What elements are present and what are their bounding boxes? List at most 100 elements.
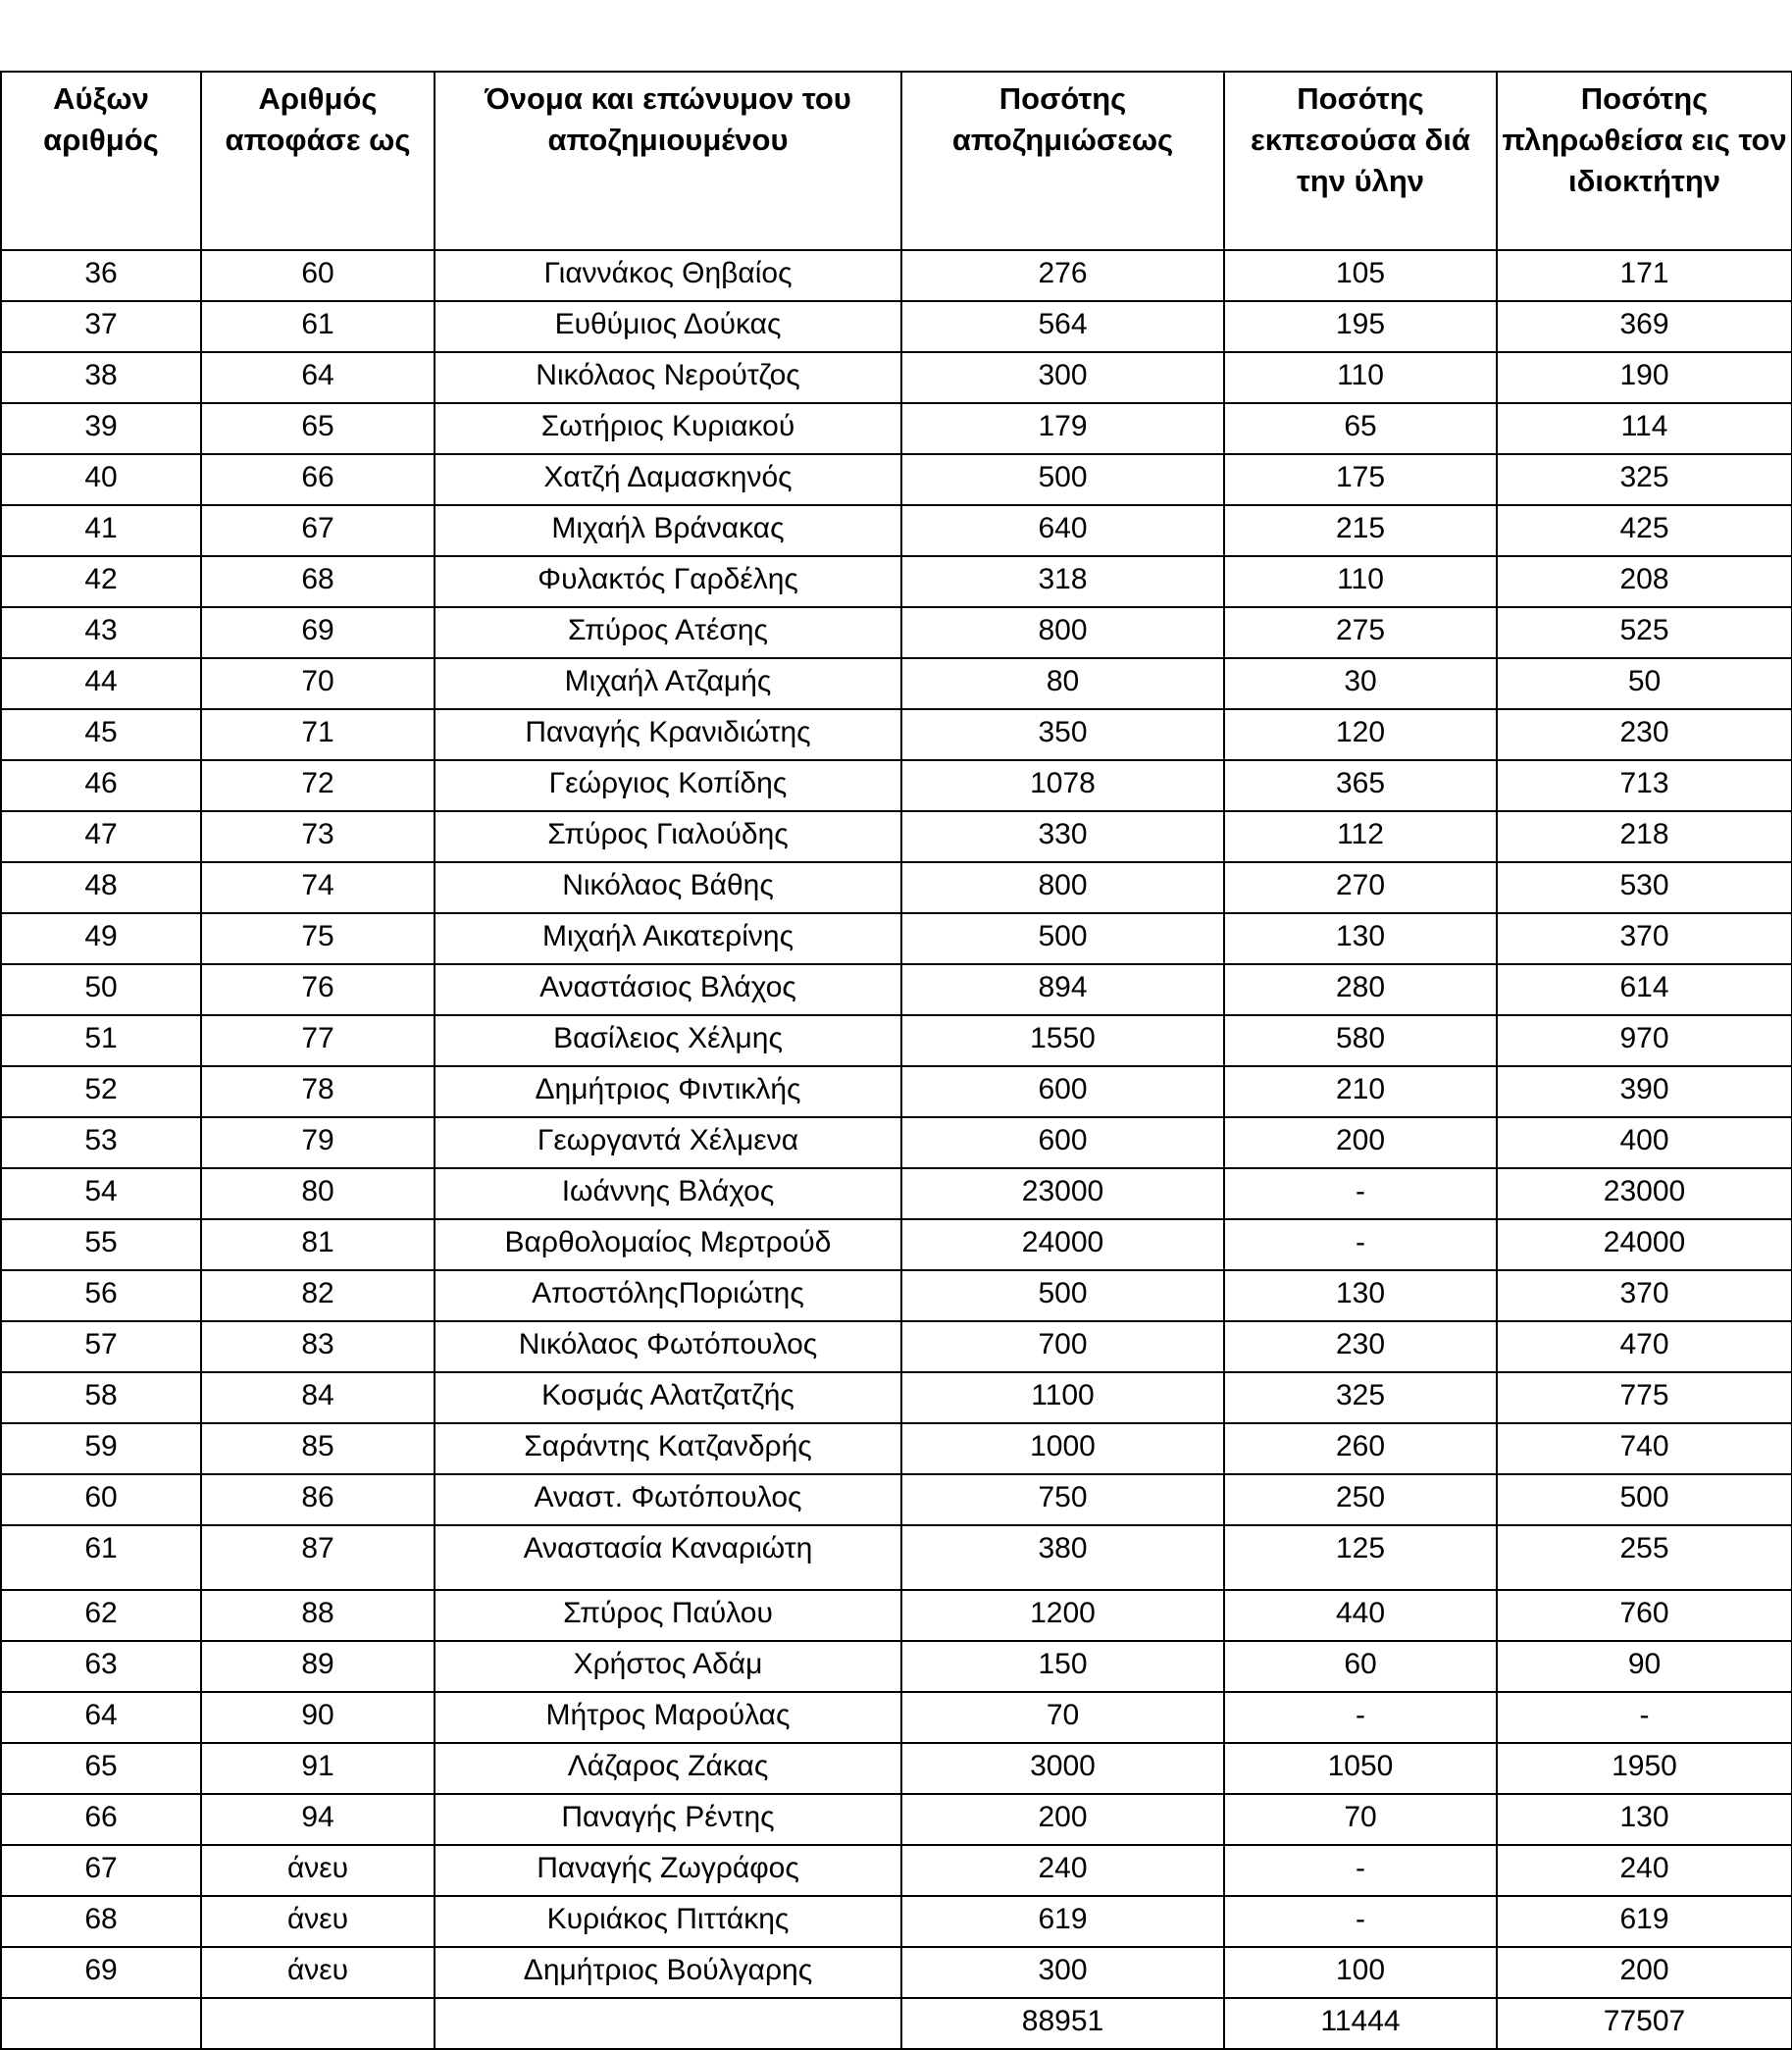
- table-row: 61 87 Αναστασία Καναριώτη 380 125 255: [0, 1524, 1792, 1591]
- cell-deducted-amount: 70: [1223, 1793, 1498, 1846]
- cell-serial-number: 60: [0, 1473, 202, 1526]
- table-row: 39 65 Σωτήριος Κυριακού 179 65 114: [0, 402, 1792, 455]
- header-decision-number: Αριθμός αποφάσε ως: [200, 71, 435, 251]
- cell-paid-amount: 619: [1496, 1895, 1792, 1948]
- header-deducted-amount: Ποσότης εκπεσούσα διά την ύλην: [1223, 71, 1498, 251]
- cell-compensation-amount: 200: [900, 1793, 1225, 1846]
- cell-paid-amount: 614: [1496, 963, 1792, 1016]
- cell-paid-amount: 525: [1496, 606, 1792, 659]
- cell-serial-number: 45: [0, 708, 202, 761]
- cell-paid-amount: 970: [1496, 1014, 1792, 1067]
- cell-compensation-amount: 23000: [900, 1167, 1225, 1220]
- table-row: 69 άνευ Δημήτριος Βούλγαρης 300 100 200: [0, 1946, 1792, 1999]
- cell-compensation-amount: 894: [900, 963, 1225, 1016]
- cell-name: Δημήτριος Φιντικλής: [434, 1065, 902, 1118]
- cell-paid-amount: 24000: [1496, 1218, 1792, 1271]
- cell-compensation-amount: 70: [900, 1691, 1225, 1744]
- cell-decision-number: 75: [200, 912, 435, 965]
- cell-deducted-amount: 325: [1223, 1371, 1498, 1424]
- cell-decision-number: 91: [200, 1742, 435, 1795]
- cell-name: Παναγής Ρέντης: [434, 1793, 902, 1846]
- cell-deducted-amount: 250: [1223, 1473, 1498, 1526]
- cell-deducted-amount: 130: [1223, 912, 1498, 965]
- cell-serial-number: 48: [0, 861, 202, 914]
- cell-decision-number: 69: [200, 606, 435, 659]
- cell-name: Αναστ. Φωτόπουλος: [434, 1473, 902, 1526]
- cell-compensation-amount: 1550: [900, 1014, 1225, 1067]
- cell-serial-number: 62: [0, 1589, 202, 1642]
- cell-paid-amount: 200: [1496, 1946, 1792, 1999]
- cell-deducted-amount: 215: [1223, 504, 1498, 557]
- cell-serial-number: 44: [0, 657, 202, 710]
- cell-name: Παναγής Ζωγράφος: [434, 1844, 902, 1897]
- cell-compensation-amount: 500: [900, 1269, 1225, 1322]
- cell-deducted-amount: 365: [1223, 759, 1498, 812]
- cell-deducted-amount: 112: [1223, 810, 1498, 863]
- cell-decision-number: 70: [200, 657, 435, 710]
- cell-name: Σπύρος Γιαλούδης: [434, 810, 902, 863]
- cell-deducted-amount: 120: [1223, 708, 1498, 761]
- cell-name: Νικόλαος Φωτόπουλος: [434, 1320, 902, 1373]
- cell-decision-number: 76: [200, 963, 435, 1016]
- cell-serial-number: 54: [0, 1167, 202, 1220]
- cell-decision-number: 79: [200, 1116, 435, 1169]
- table-row: 64 90 Μήτρος Μαρούλας 70- -: [0, 1691, 1792, 1744]
- cell-decision-number: 94: [200, 1793, 435, 1846]
- cell-serial-number: 67: [0, 1844, 202, 1897]
- cell-name: Σωτήριος Κυριακού: [434, 402, 902, 455]
- cell-deducted-amount: 110: [1223, 555, 1498, 608]
- cell-deducted-amount: -: [1223, 1691, 1498, 1744]
- table-row: 66 94 Παναγής Ρέντης 200 70 130: [0, 1793, 1792, 1846]
- table-row: 65 91 Λάζαρος Ζάκας 3000 1050 1950: [0, 1742, 1792, 1795]
- cell-decision-number: 78: [200, 1065, 435, 1118]
- cell-serial-number: 56: [0, 1269, 202, 1322]
- cell-name: Φυλακτός Γαρδέλης: [434, 555, 902, 608]
- cell-compensation-amount: 300: [900, 351, 1225, 404]
- cell-decision-number: 81: [200, 1218, 435, 1271]
- cell-name: Γεώργιος Κοπίδης: [434, 759, 902, 812]
- cell-paid-amount: 400: [1496, 1116, 1792, 1169]
- cell-paid-amount: 23000: [1496, 1167, 1792, 1220]
- cell-serial-number: 47: [0, 810, 202, 863]
- cell-paid-amount: 775: [1496, 1371, 1792, 1424]
- cell-decision-number: 60: [200, 249, 435, 302]
- cell-name: Γεωργαντά Χέλμενα: [434, 1116, 902, 1169]
- header-paid-amount: Ποσότης πληρωθείσα εις τον ιδιοκτήτην: [1496, 71, 1792, 251]
- cell-paid-amount: 325: [1496, 453, 1792, 506]
- cell-compensation-amount: 640: [900, 504, 1225, 557]
- cell-serial-number: 58: [0, 1371, 202, 1424]
- cell-deducted-amount: -: [1223, 1895, 1498, 1948]
- table-row: 58 84 Κοσμάς Αλατζατζής 1100 325 775: [0, 1371, 1792, 1424]
- table-row: 57 83 Νικόλαος Φωτόπουλος 700 230 470: [0, 1320, 1792, 1373]
- cell-deducted-amount: 270: [1223, 861, 1498, 914]
- cell-serial-number: 61: [0, 1524, 202, 1591]
- cell-deducted-amount: 30: [1223, 657, 1498, 710]
- cell-decision-number: 77: [200, 1014, 435, 1067]
- cell-serial-number: 49: [0, 912, 202, 965]
- table-row: 36 60 Γιαννάκος Θηβαίος 276 105 171: [0, 249, 1792, 302]
- cell-name: Ιωάννης Βλάχος: [434, 1167, 902, 1220]
- cell-compensation-amount: 80: [900, 657, 1225, 710]
- cell-compensation-amount: 240: [900, 1844, 1225, 1897]
- cell-name: Δημήτριος Βούλγαρης: [434, 1946, 902, 1999]
- header-compensation-amount: Ποσότης αποζημιώσεως: [900, 71, 1225, 251]
- cell-compensation-amount: 24000: [900, 1218, 1225, 1271]
- table-row: 68 άνευ Κυριάκος Πιττάκης 619-619: [0, 1895, 1792, 1948]
- cell-paid-amount: 425: [1496, 504, 1792, 557]
- cell-decision-number: 89: [200, 1640, 435, 1693]
- table-row: 43 69 Σπύρος Ατέσης 800 275 525: [0, 606, 1792, 659]
- cell-deducted-amount: 60: [1223, 1640, 1498, 1693]
- cell-paid-amount: 740: [1496, 1422, 1792, 1475]
- table-row: 47 73 Σπύρος Γιαλούδης 330 112 218: [0, 810, 1792, 863]
- cell-serial-number: 50: [0, 963, 202, 1016]
- cell-name: Χατζή Δαμασκηνός: [434, 453, 902, 506]
- cell-serial-number: 59: [0, 1422, 202, 1475]
- cell-paid-amount: 130: [1496, 1793, 1792, 1846]
- cell-paid-amount: 240: [1496, 1844, 1792, 1897]
- cell-serial-number: 68: [0, 1895, 202, 1948]
- cell-deducted-amount: 105: [1223, 249, 1498, 302]
- cell-paid-amount: 255: [1496, 1524, 1792, 1591]
- cell-deducted-amount: 65: [1223, 402, 1498, 455]
- table-row: 67 άνευ Παναγής Ζωγράφος 240-240: [0, 1844, 1792, 1897]
- cell-compensation-amount: 1100: [900, 1371, 1225, 1424]
